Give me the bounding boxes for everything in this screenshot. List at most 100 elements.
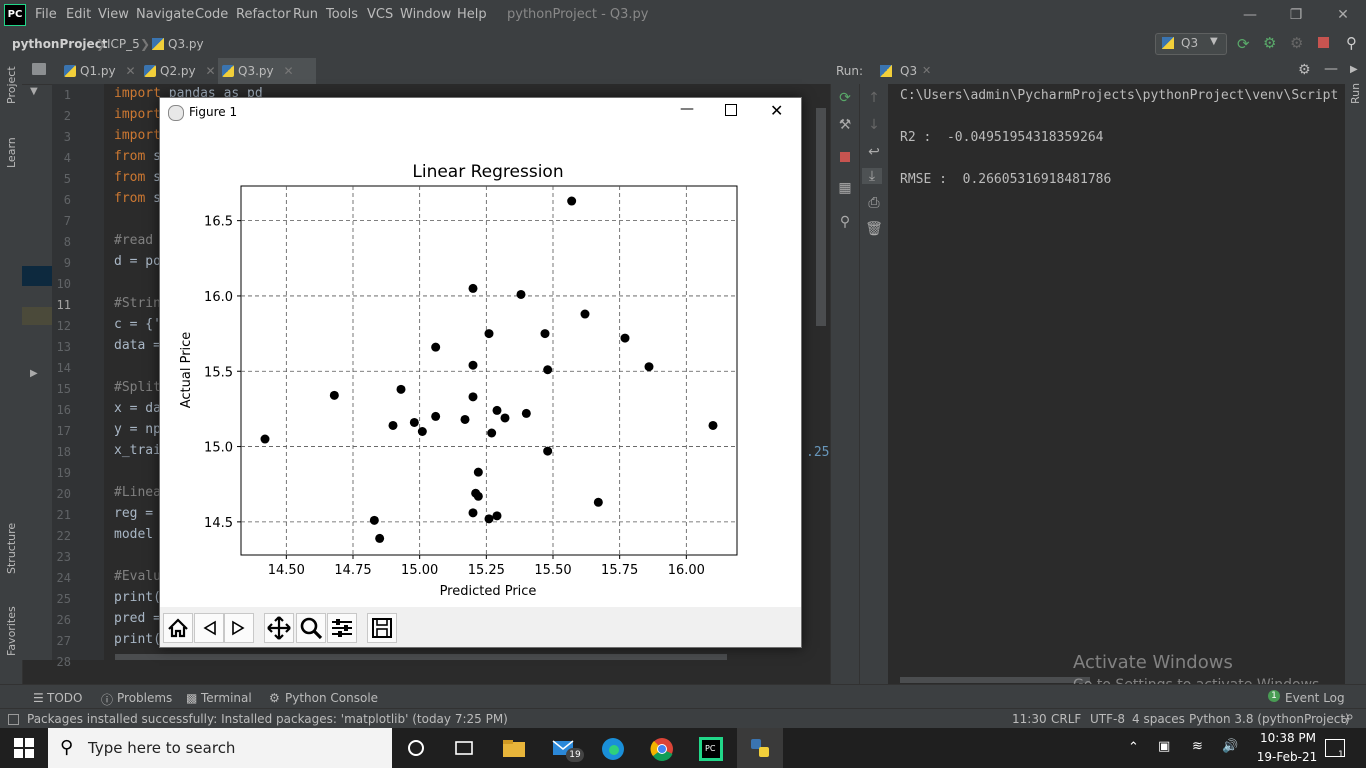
event-log-tab[interactable]: Event Log	[1285, 691, 1345, 705]
pin-icon[interactable]: ⚲	[839, 214, 851, 230]
python-console-tab[interactable]: Python Console	[285, 691, 379, 705]
status-toggle-icon[interactable]	[8, 714, 19, 725]
menu-run[interactable]: Run	[293, 7, 318, 22]
tree-row-selected[interactable]	[22, 266, 52, 286]
menu-refactor[interactable]: Refactor	[236, 7, 291, 22]
cortana-icon[interactable]	[405, 737, 429, 759]
structure-tool-button[interactable]: Structure	[5, 522, 18, 574]
clock-time[interactable]: 10:38 PM	[1260, 731, 1316, 745]
indent-setting[interactable]: 4 spaces	[1132, 712, 1185, 726]
todo-tab[interactable]: TODO	[47, 691, 83, 705]
save-icon[interactable]	[367, 613, 397, 643]
minimize-icon[interactable]: —	[680, 101, 694, 117]
pycharm-taskbar-icon[interactable]: PC	[699, 737, 723, 761]
coverage-icon[interactable]: ⚙	[1290, 34, 1304, 52]
lock-icon[interactable]: ☍	[1341, 712, 1354, 726]
breadcrumb-file[interactable]: Q3.py	[168, 37, 204, 51]
chevron-up-icon[interactable]: ⌃	[1128, 740, 1139, 755]
chevron-right-icon[interactable]: ▶	[30, 368, 38, 379]
run-configuration-select[interactable]: Q3 ▼	[1155, 33, 1227, 55]
terminal-tab[interactable]: Terminal	[201, 691, 252, 705]
menu-navigate[interactable]: Navigate	[136, 7, 195, 22]
editor-scrollbar[interactable]	[816, 108, 826, 326]
file-encoding[interactable]: UTF-8	[1090, 712, 1125, 726]
maximize-icon[interactable]	[725, 104, 737, 116]
python-taskbar-button[interactable]	[737, 728, 783, 768]
menu-code[interactable]: Code	[195, 7, 229, 22]
stop-icon[interactable]	[1318, 37, 1329, 48]
play-icon[interactable]: ▶	[1350, 64, 1358, 75]
problems-tab[interactable]: Problems	[117, 691, 173, 705]
file-explorer-icon[interactable]	[502, 737, 526, 759]
rerun-icon[interactable]: ⟳	[1237, 35, 1250, 53]
close-icon[interactable]: ✕	[1337, 7, 1349, 23]
arrow-up-icon[interactable]: ↑	[868, 90, 880, 106]
breadcrumb-separator: ❯	[96, 37, 107, 51]
stop-icon[interactable]	[840, 152, 850, 162]
volume-icon[interactable]: 🔊	[1222, 739, 1239, 754]
minimize-icon[interactable]: —	[1243, 7, 1257, 23]
taskbar-search-box[interactable]: ⚲ Type here to search	[48, 728, 392, 768]
scroll-to-end-icon[interactable]: ⤓	[862, 168, 882, 184]
tab-q3[interactable]: Q3.py ✕	[218, 58, 316, 87]
interpreter-selector[interactable]: Python 3.8 (pythonProject)	[1189, 712, 1350, 726]
zoom-icon[interactable]	[296, 613, 326, 643]
rerun-icon[interactable]: ⟳	[839, 90, 851, 106]
editor-horizontal-scrollbar[interactable]	[115, 654, 727, 660]
print-icon[interactable]: ⎙	[868, 195, 880, 211]
menu-file[interactable]: File	[35, 7, 57, 22]
layout-icon[interactable]: ▦	[838, 180, 852, 196]
menu-view[interactable]: View	[98, 7, 129, 22]
notification-icon[interactable]	[1325, 739, 1345, 757]
close-tab-icon[interactable]: ✕	[205, 64, 216, 78]
menu-edit[interactable]: Edit	[66, 7, 92, 22]
arrow-down-icon[interactable]: ↓	[868, 117, 880, 133]
console-horizontal-scrollbar[interactable]	[900, 677, 1090, 683]
run-tool-button[interactable]: Run	[1349, 82, 1362, 104]
trash-icon[interactable]: 🗑	[865, 221, 883, 237]
pan-icon[interactable]	[264, 613, 294, 643]
forward-arrow-icon[interactable]	[224, 613, 254, 643]
close-tab-icon[interactable]: ✕	[125, 64, 136, 78]
windows-start-icon[interactable]	[14, 738, 34, 761]
configure-subplots-icon[interactable]	[327, 613, 357, 643]
close-tab-icon[interactable]: ✕	[922, 64, 932, 77]
home-icon[interactable]	[163, 613, 193, 643]
menu-help[interactable]: Help	[457, 7, 487, 22]
task-view-icon[interactable]	[453, 737, 477, 759]
line-separator[interactable]: CRLF	[1051, 712, 1082, 726]
gear-icon[interactable]: ⚙	[1298, 62, 1311, 78]
hide-panel-icon[interactable]: —	[1324, 61, 1338, 77]
back-arrow-icon[interactable]	[194, 613, 224, 643]
python-file-icon	[144, 65, 156, 77]
clock-date[interactable]: 19-Feb-21	[1256, 750, 1318, 764]
tree-row-highlight[interactable]	[22, 307, 52, 325]
soft-wrap-icon[interactable]: ↩	[868, 144, 880, 160]
close-icon[interactable]: ✕	[770, 101, 784, 120]
folder-icon[interactable]	[32, 63, 46, 75]
menu-tools[interactable]: Tools	[326, 7, 359, 22]
restore-icon[interactable]: ❐	[1289, 7, 1303, 23]
caret-position[interactable]: 11:30	[1012, 712, 1047, 726]
network-drive-icon[interactable]: ▣	[1158, 739, 1171, 754]
chrome-icon[interactable]	[650, 737, 674, 762]
breadcrumb-project[interactable]: pythonProject	[12, 37, 108, 51]
wrench-icon[interactable]: ⚒	[838, 117, 852, 133]
project-tool-button[interactable]: Project	[5, 66, 18, 104]
favorites-tool-button[interactable]: Favorites	[5, 606, 18, 656]
scatter-point	[417, 426, 427, 436]
tab-q1[interactable]: Q1.py ✕	[60, 58, 148, 84]
menu-vcs[interactable]: VCS	[367, 7, 394, 22]
chevron-down-icon[interactable]: ▼	[30, 86, 38, 97]
debug-icon[interactable]: ⚙	[1263, 34, 1277, 52]
tab-q2[interactable]: Q2.py ✕	[140, 58, 230, 84]
run-tab-q3[interactable]: Q3	[900, 64, 918, 78]
status-message[interactable]: Packages installed successfully: Install…	[27, 712, 508, 726]
menu-window[interactable]: Window	[400, 7, 452, 22]
learn-tool-button[interactable]: Learn	[5, 137, 18, 168]
close-tab-icon[interactable]: ✕	[283, 64, 294, 78]
edge-icon[interactable]	[601, 737, 625, 760]
search-icon[interactable]: ⚲	[1346, 34, 1357, 52]
wifi-icon[interactable]: ≋	[1192, 739, 1203, 754]
breadcrumb-folder[interactable]: ICP_5	[107, 37, 140, 51]
